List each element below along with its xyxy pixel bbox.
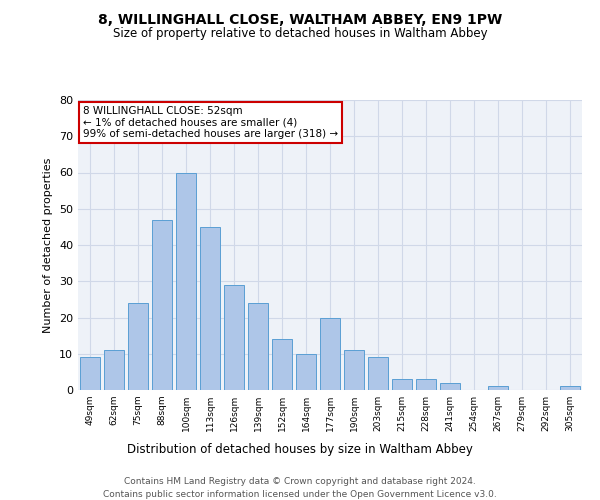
- Y-axis label: Number of detached properties: Number of detached properties: [43, 158, 53, 332]
- Text: Distribution of detached houses by size in Waltham Abbey: Distribution of detached houses by size …: [127, 442, 473, 456]
- Bar: [80, 358, 100, 390]
- Text: 8, WILLINGHALL CLOSE, WALTHAM ABBEY, EN9 1PW: 8, WILLINGHALL CLOSE, WALTHAM ABBEY, EN9…: [98, 12, 502, 26]
- Bar: [128, 303, 148, 390]
- Bar: [416, 379, 436, 390]
- Bar: [368, 358, 388, 390]
- Bar: [392, 379, 412, 390]
- Bar: [248, 303, 268, 390]
- Text: Contains public sector information licensed under the Open Government Licence v3: Contains public sector information licen…: [103, 490, 497, 499]
- Bar: [104, 350, 124, 390]
- Bar: [200, 227, 220, 390]
- Bar: [488, 386, 508, 390]
- Bar: [560, 386, 580, 390]
- Bar: [224, 285, 244, 390]
- Text: Size of property relative to detached houses in Waltham Abbey: Size of property relative to detached ho…: [113, 28, 487, 40]
- Bar: [176, 172, 196, 390]
- Text: Contains HM Land Registry data © Crown copyright and database right 2024.: Contains HM Land Registry data © Crown c…: [124, 478, 476, 486]
- Bar: [440, 383, 460, 390]
- Text: 8 WILLINGHALL CLOSE: 52sqm
← 1% of detached houses are smaller (4)
99% of semi-d: 8 WILLINGHALL CLOSE: 52sqm ← 1% of detac…: [83, 106, 338, 139]
- Bar: [152, 220, 172, 390]
- Bar: [296, 354, 316, 390]
- Bar: [320, 318, 340, 390]
- Bar: [272, 339, 292, 390]
- Bar: [344, 350, 364, 390]
